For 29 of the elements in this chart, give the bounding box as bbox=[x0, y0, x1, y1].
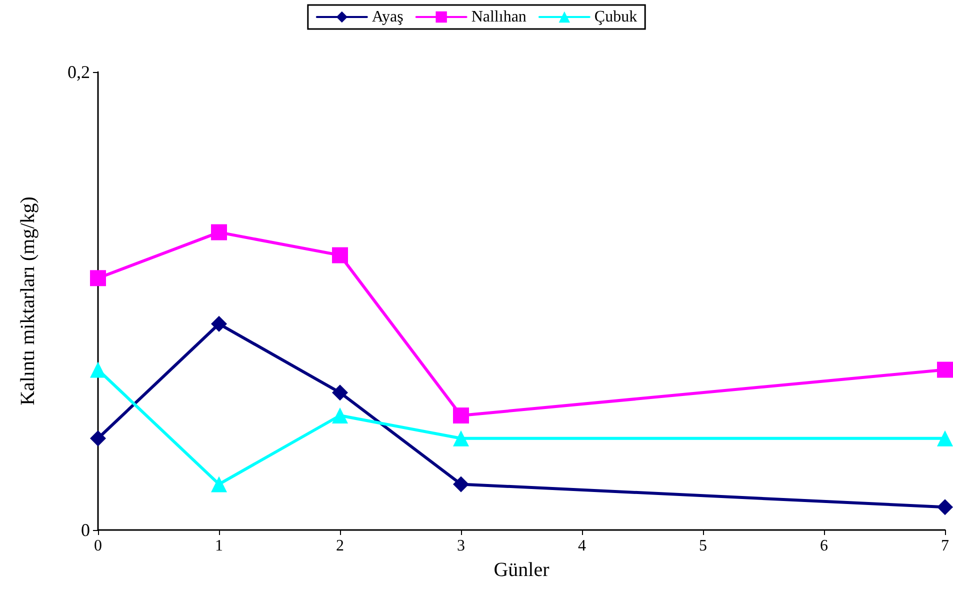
x-tick-label: 1 bbox=[215, 538, 223, 554]
point bbox=[453, 476, 469, 492]
legend-label: Ayaş bbox=[372, 8, 404, 26]
point bbox=[453, 430, 469, 446]
point bbox=[90, 270, 106, 286]
point bbox=[937, 362, 953, 378]
point bbox=[90, 362, 106, 378]
point bbox=[332, 408, 348, 424]
x-tick-label: 2 bbox=[336, 538, 344, 554]
x-tick-label: 6 bbox=[820, 538, 828, 554]
x-axis-title: Günler bbox=[494, 559, 550, 581]
x-tick-label: 4 bbox=[578, 538, 586, 554]
point bbox=[211, 224, 227, 240]
point bbox=[332, 384, 348, 401]
point bbox=[211, 316, 227, 332]
y-axis-title: Kalıntı miktarları (mg/kg) bbox=[17, 196, 39, 406]
x-tick-label: 5 bbox=[699, 538, 707, 554]
point bbox=[937, 430, 953, 446]
point bbox=[332, 247, 348, 264]
point bbox=[211, 476, 227, 492]
legend-label: Çubuk bbox=[594, 8, 638, 26]
x-tick-label: 7 bbox=[941, 538, 949, 554]
x-tick-label: 3 bbox=[457, 538, 465, 554]
legend-label: Nallıhan bbox=[471, 8, 526, 26]
point bbox=[937, 499, 953, 516]
y-tick-label: 0,2 bbox=[68, 62, 90, 82]
point bbox=[453, 408, 469, 424]
x-tick-label: 0 bbox=[94, 538, 102, 554]
point bbox=[90, 430, 106, 446]
